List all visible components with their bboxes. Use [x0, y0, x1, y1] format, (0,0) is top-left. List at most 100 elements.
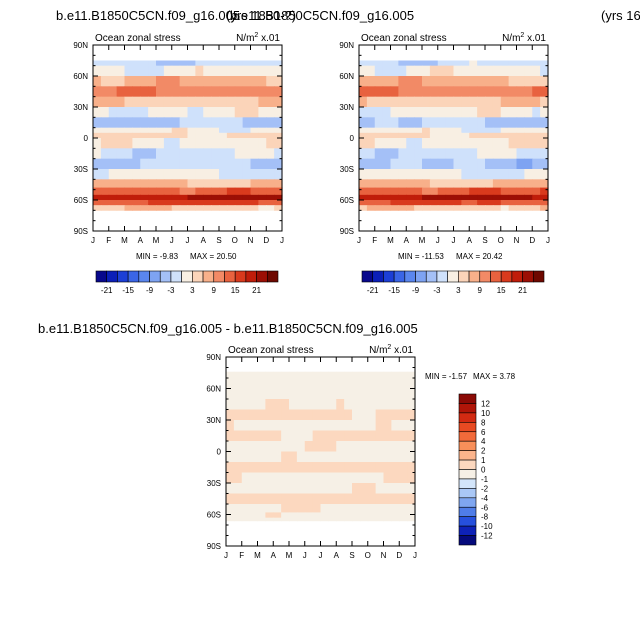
contour-cell — [375, 472, 385, 484]
contour-cell — [429, 107, 439, 118]
contour-cell — [391, 451, 400, 463]
colorbar-swatch — [138, 270, 150, 283]
contour-cell — [374, 86, 384, 98]
contour-cell — [273, 483, 282, 494]
contour-cell — [281, 430, 290, 442]
contour-cell — [383, 371, 392, 379]
colorbar-swatch — [458, 488, 477, 499]
contour-cell — [469, 187, 478, 196]
contour-cell — [532, 205, 541, 211]
x-tick-label: J — [224, 551, 228, 560]
contour-cell — [414, 138, 423, 149]
contour-cell — [398, 127, 407, 134]
contour-cell — [398, 96, 407, 108]
contour-cell — [249, 483, 259, 494]
contour-cell — [242, 86, 252, 98]
contour-cell — [445, 200, 455, 206]
contour-cell — [257, 472, 266, 484]
contour-cell — [296, 420, 306, 431]
contour-cell — [242, 194, 252, 201]
contour-cell — [219, 132, 228, 139]
min-value-label: MIN = -9.83 — [136, 252, 179, 261]
contour-cell — [461, 205, 470, 211]
contour-cell — [344, 399, 353, 410]
contour-cell — [140, 169, 149, 180]
contour-cell — [242, 65, 252, 77]
contour-cell — [398, 132, 407, 139]
contour-cell — [219, 194, 228, 201]
contour-cell — [116, 138, 126, 149]
contour-cell — [265, 493, 274, 505]
contour-cell — [296, 517, 306, 522]
contour-cell — [163, 86, 173, 98]
colorbar-label: -21 — [367, 286, 379, 295]
contour-cell — [508, 187, 518, 196]
contour-cell — [242, 138, 252, 149]
colorbar-swatch — [149, 270, 161, 283]
contour-cell — [108, 205, 118, 211]
contour-cell — [407, 371, 416, 379]
contour-cell — [195, 148, 204, 160]
colorbar-label: 12 — [481, 399, 490, 408]
contour-cell — [352, 462, 361, 473]
contour-cell — [352, 430, 361, 442]
contour-cell — [219, 60, 228, 67]
contour-cell — [477, 96, 486, 108]
contour-cell — [359, 205, 368, 211]
max-value-label: MAX = 20.42 — [456, 252, 503, 261]
contour-cell — [203, 107, 212, 118]
contour-cell — [374, 107, 384, 118]
contour-cell — [477, 187, 486, 196]
contour-cell — [156, 158, 165, 170]
contour-cell — [382, 60, 392, 67]
contour-cell — [469, 158, 478, 170]
contour-cell — [249, 462, 259, 473]
contour-cell — [233, 378, 243, 389]
contour-cell — [100, 194, 110, 201]
contour-cell — [132, 107, 141, 118]
contour-cell — [124, 158, 133, 170]
contour-cell — [382, 76, 392, 87]
contour-cell — [445, 169, 455, 180]
contour-cell — [304, 378, 314, 389]
contour-cell — [366, 86, 376, 98]
contour-cell — [500, 187, 510, 196]
contour-cell — [391, 472, 400, 484]
contour-cell — [540, 205, 549, 211]
contour-cell — [429, 86, 439, 98]
contour-cell — [281, 378, 290, 389]
colorbar-swatch — [479, 270, 491, 283]
contour-cell — [163, 132, 173, 139]
contour-cell — [500, 127, 510, 134]
contour-cell — [414, 76, 423, 87]
contour-cell — [500, 65, 510, 77]
contour-cell — [453, 194, 462, 201]
colorbar-label: -6 — [481, 503, 489, 512]
contour-cell — [249, 504, 259, 513]
contour-cell — [132, 65, 141, 77]
contour-cell — [524, 117, 533, 129]
contour-cell — [391, 378, 400, 389]
contour-cell — [366, 138, 376, 149]
x-tick-label: N — [381, 551, 387, 560]
contour-cell — [241, 493, 251, 505]
contour-cell — [171, 138, 181, 149]
contour-cell — [233, 493, 243, 505]
colorbar-label: -1 — [481, 475, 489, 484]
min-value-label: MIN = -1.57 — [425, 372, 468, 381]
contour-cell — [429, 138, 439, 149]
y-tick-label: 30N — [73, 103, 88, 112]
contour-cell — [203, 132, 212, 139]
contour-cell — [187, 96, 196, 108]
panel-1-title: b.e11.B1850C5CN.f09_g16.005 — [56, 8, 240, 23]
contour-cell — [429, 76, 439, 87]
contour-cell — [336, 483, 345, 494]
contour-cell — [289, 399, 298, 410]
contour-cell — [492, 205, 502, 211]
contour-cell — [382, 169, 392, 180]
contour-cell — [367, 472, 377, 484]
contour-cell — [242, 107, 252, 118]
contour-cell — [132, 86, 141, 98]
contour-cell — [367, 420, 377, 431]
